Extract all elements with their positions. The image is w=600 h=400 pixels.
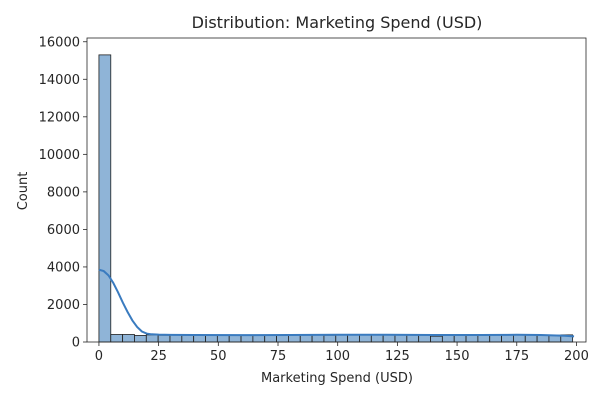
x-axis-label: Marketing Spend (USD) (261, 371, 413, 386)
histogram-bar (228, 334, 242, 343)
y-tick-label: 14000 (39, 73, 80, 88)
histogram-bar (98, 54, 112, 343)
histogram-bar (441, 334, 455, 343)
histogram-bar (359, 334, 372, 343)
histogram-bar (252, 334, 266, 343)
y-tick-label: 10000 (39, 148, 80, 163)
histogram-bar (394, 334, 408, 343)
histogram-bar (347, 334, 360, 343)
histogram-bar (216, 334, 230, 343)
y-axis-ticks: 0 2000 4000 6000 8000 10000 12000 14000 16000 (39, 35, 87, 351)
x-tick-label: 0 (95, 349, 103, 364)
histogram-bar (311, 334, 325, 343)
histogram-bar (370, 334, 384, 343)
x-tick-label: 150 (445, 349, 470, 364)
histogram-bar (430, 335, 443, 343)
histogram-bar (169, 334, 183, 343)
histogram-bar (465, 334, 479, 343)
histogram-bar (335, 334, 349, 343)
y-axis-label: Count (16, 172, 31, 211)
kde-line (98, 268, 575, 338)
histogram-bar (501, 334, 514, 343)
histogram-bar (477, 334, 491, 343)
y-tick-label: 8000 (47, 185, 80, 200)
x-tick-label: 75 (270, 349, 287, 364)
histogram-bar (134, 335, 147, 343)
chart-title: Distribution: Marketing Spend (USD) (192, 13, 483, 32)
histogram-bar (536, 334, 550, 343)
histogram-bar (157, 334, 171, 343)
histogram-bar (276, 334, 289, 343)
x-tick-label: 200 (564, 349, 589, 364)
y-tick-label: 16000 (39, 35, 80, 50)
y-tick-label: 2000 (47, 298, 80, 313)
histogram-bar (181, 334, 195, 343)
histogram-bar (145, 334, 159, 343)
plot-frame (86, 37, 587, 343)
histogram-bar (264, 334, 277, 343)
y-tick-label: 0 (72, 336, 80, 351)
histogram-bar (193, 335, 206, 343)
histogram-bar (453, 334, 467, 343)
histogram-bar (110, 334, 124, 343)
x-axis-ticks: 0 25 50 75 100 125 150 175 200 (95, 342, 589, 364)
y-tick-label: 12000 (39, 110, 80, 125)
x-tick-label: 125 (385, 349, 410, 364)
y-tick-label: 6000 (47, 223, 80, 238)
x-tick-label: 25 (150, 349, 167, 364)
histogram-bar (323, 334, 337, 343)
histogram-bar (122, 334, 135, 343)
x-tick-label: 100 (325, 349, 350, 364)
x-tick-label: 175 (504, 349, 529, 364)
histogram-bar (406, 334, 420, 343)
bars-group (98, 54, 574, 343)
histogram-bar (382, 334, 396, 343)
y-tick-label: 4000 (47, 260, 80, 275)
x-tick-label: 50 (210, 349, 227, 364)
histogram-bar (299, 334, 313, 343)
histogram-bar (524, 334, 538, 343)
